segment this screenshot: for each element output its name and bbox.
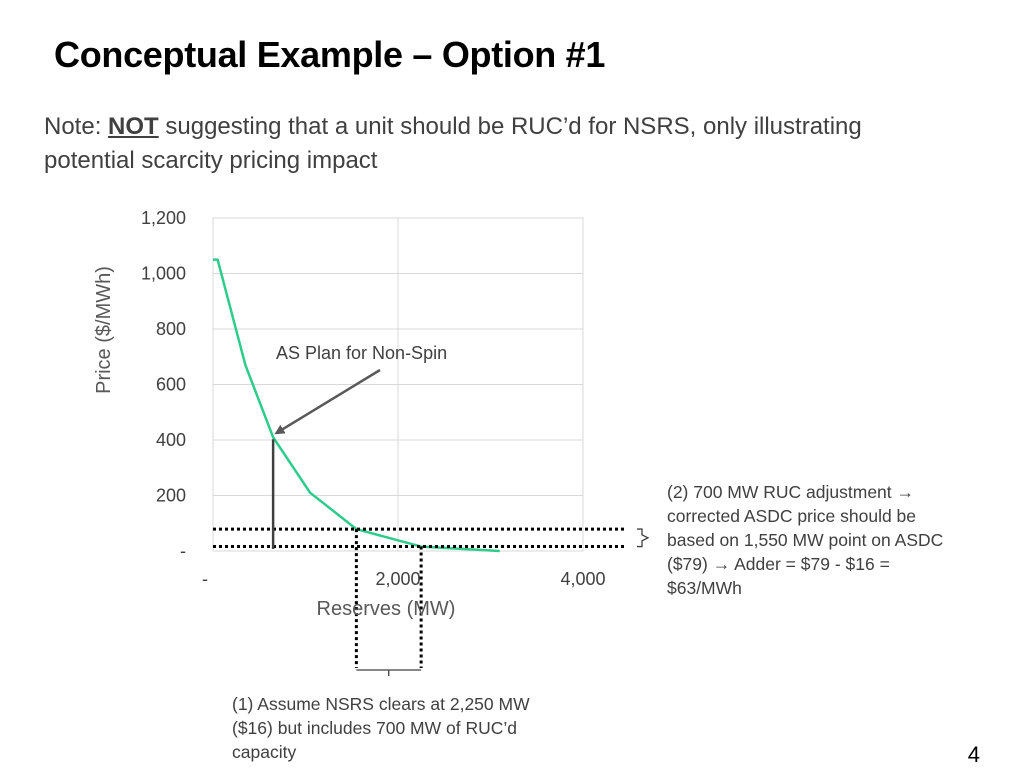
note-text: Note: NOT suggesting that a unit should … (44, 110, 944, 178)
y-tick-label: 1,000 (141, 264, 186, 284)
x-axis-title: Reserves (MW) (317, 598, 456, 620)
y-axis-title: Price ($/MWh) (93, 266, 115, 394)
chart-tick-labels: - 200 400 600 800 1,000 1,200 - 2,000 4,000 (141, 208, 606, 589)
page-number: 4 (967, 742, 980, 767)
note-rest: suggesting that a unit should be RUC’d f… (44, 113, 862, 174)
y-tick-label: 1,200 (141, 208, 186, 228)
callout-ruc-adjustment: (2) 700 MW RUC adjustment → corrected AS… (667, 482, 944, 598)
x-tick-label: - (202, 569, 208, 589)
slide-title: Conceptual Example – Option #1 (54, 34, 606, 75)
note-emphasis: NOT (108, 113, 159, 140)
callout-nsrs-clear: (1) Assume NSRS clears at 2,250 MW ($16)… (232, 694, 530, 762)
y-tick-label: 200 (156, 486, 186, 506)
as-plan-arrow (274, 368, 381, 435)
x-tick-label: 2,000 (375, 569, 420, 589)
reserve-gap-bracket (356, 669, 422, 676)
as-plan-label: AS Plan for Non-Spin (276, 343, 447, 363)
y-tick-label: 600 (156, 375, 186, 395)
series-line (213, 258, 500, 553)
y-tick-label: - (180, 541, 186, 561)
note-prefix: Note: (44, 113, 109, 140)
reference-lines (213, 439, 650, 676)
chart-gridlines (212, 217, 584, 552)
price-gap-bracket (637, 528, 650, 548)
y-tick-label: 800 (156, 319, 186, 339)
x-tick-label: 4,000 (560, 569, 605, 589)
y-tick-label: 400 (156, 430, 186, 450)
